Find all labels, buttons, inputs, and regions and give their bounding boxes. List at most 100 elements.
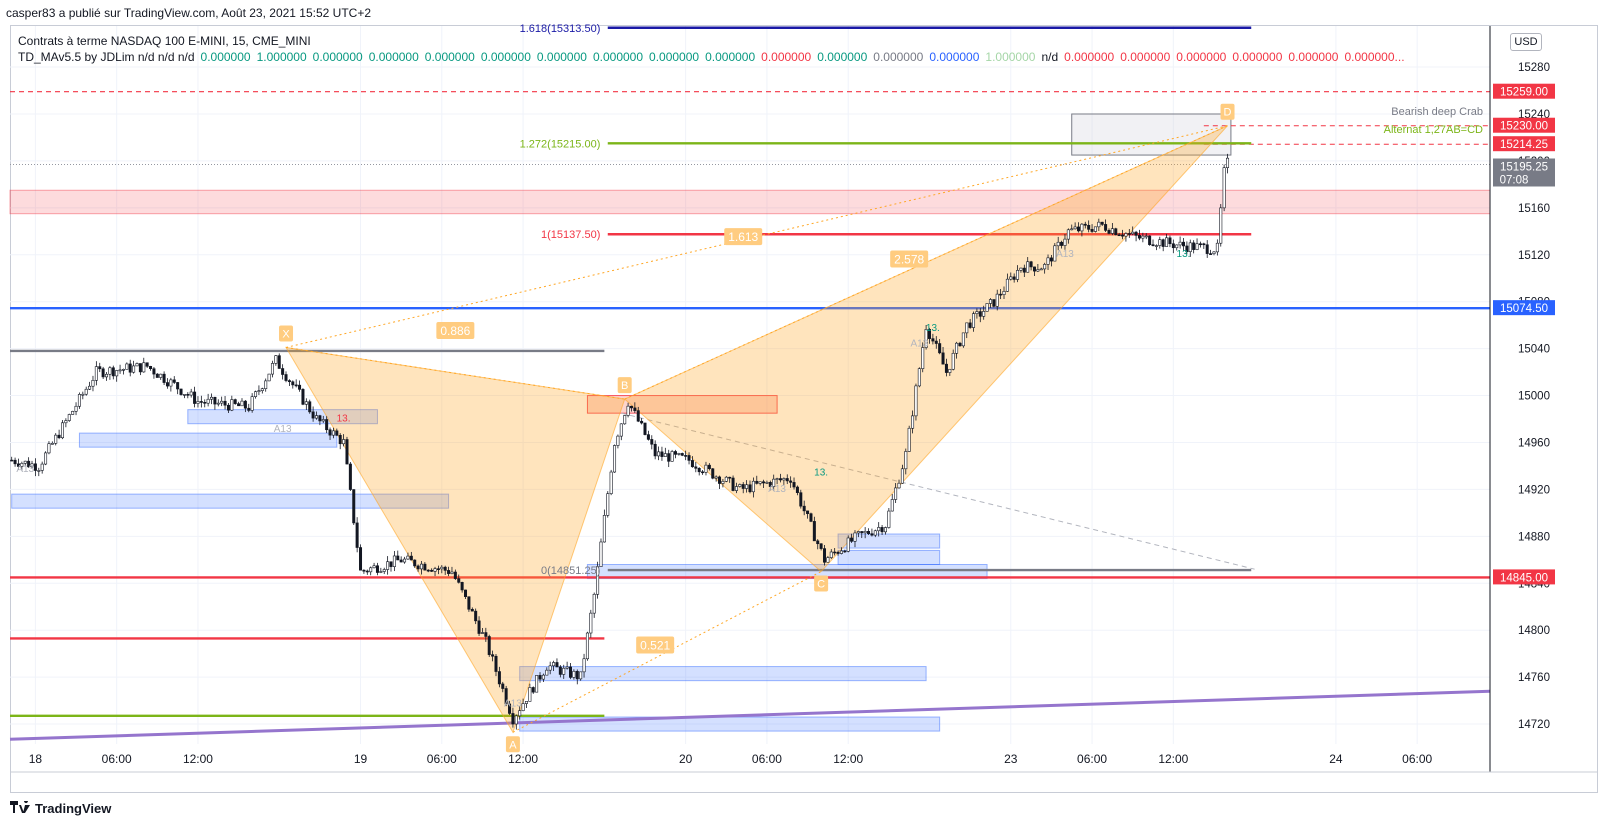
tradingview-footer[interactable]: TradingView	[10, 799, 111, 816]
candle-body	[1134, 231, 1138, 236]
publish-header: casper83 a publié sur TradingView.com, A…	[6, 6, 372, 20]
candle-body	[1046, 257, 1050, 265]
time-tick: 12:00	[833, 752, 863, 766]
indicator-legend[interactable]: TD_MAv5.5 by JDLim n/d n/d n/d 0.000000 1.…	[18, 50, 1417, 64]
candle-body	[392, 555, 396, 567]
candle-body	[121, 369, 125, 371]
candle-body	[707, 464, 711, 470]
indicator-value: 0.000000	[873, 50, 924, 64]
candle-body	[623, 415, 627, 425]
candle-body	[667, 453, 671, 462]
candle-body	[37, 470, 41, 472]
candle-body	[23, 460, 27, 464]
indicator-value: 0.000000	[312, 50, 363, 64]
candle-body	[599, 541, 603, 567]
candle-body	[345, 439, 349, 465]
pattern-label: Bearish deep Crab	[1391, 106, 1483, 118]
candle-body	[1005, 278, 1009, 292]
candle-body	[375, 565, 379, 573]
candle-body	[701, 471, 705, 474]
candle-body	[250, 396, 254, 411]
price-tag-text: 15214.25	[1500, 139, 1548, 151]
candle-body	[789, 480, 793, 483]
candle-body	[704, 464, 708, 473]
candle-body	[1121, 234, 1125, 237]
price-tick: 15040	[1518, 344, 1550, 356]
candle-body	[287, 380, 291, 383]
candle-body	[186, 394, 190, 396]
candle-body	[355, 522, 359, 548]
indicator-value: 0.000000	[649, 50, 700, 64]
fib-label: 1.272(15215.00)	[520, 138, 601, 150]
candle-body	[640, 420, 644, 424]
candle-body	[453, 571, 457, 579]
candle-body	[101, 368, 105, 378]
candle-body	[755, 480, 759, 484]
candle-body	[115, 370, 119, 377]
candle-body	[999, 293, 1003, 296]
price-tick: 15000	[1518, 391, 1550, 403]
indicator-value: 0.000000	[929, 50, 980, 64]
candle-body	[108, 367, 112, 375]
demand-zone	[78, 432, 338, 448]
candle-body	[555, 662, 559, 668]
candle-body	[941, 352, 945, 365]
candle-body	[900, 468, 904, 484]
candle-body	[657, 451, 661, 457]
candle-body	[223, 400, 227, 406]
candle-body	[911, 415, 915, 429]
candle-body	[1168, 237, 1172, 245]
candle-body	[477, 620, 481, 634]
candle-body	[443, 566, 447, 571]
price-tick: 14880	[1518, 531, 1550, 543]
td-label: A13	[768, 484, 786, 495]
candle-body	[914, 385, 918, 417]
candle-body	[1080, 223, 1084, 232]
candle-body	[782, 478, 786, 481]
candle-body	[152, 368, 156, 375]
candle-body	[27, 460, 31, 468]
candle-body	[487, 636, 491, 655]
candle-body	[419, 563, 423, 570]
candle-body	[1219, 207, 1223, 244]
candle-body	[199, 401, 203, 403]
candle-body	[203, 402, 207, 404]
point-marker	[1220, 103, 1235, 120]
candle-body	[64, 420, 68, 424]
candle-body	[863, 531, 867, 534]
symbol-title[interactable]: Contrats à terme NASDAQ 100 E-MINI, 15, …	[18, 34, 311, 48]
candle-body	[1066, 229, 1070, 240]
candle-body	[216, 402, 220, 405]
candle-body	[711, 468, 715, 479]
currency-button[interactable]: USD	[1510, 33, 1542, 51]
trend-line	[9, 689, 1491, 741]
candle-body	[480, 632, 484, 634]
candle-body	[839, 550, 843, 554]
candle-body	[257, 390, 261, 392]
candle-body	[98, 366, 102, 370]
candle-body	[447, 570, 451, 574]
point-marker	[814, 575, 829, 592]
candle-body	[823, 548, 827, 563]
candle-body	[1182, 241, 1186, 247]
indicator-value: 0.000000	[1288, 50, 1339, 64]
candle-body	[734, 486, 738, 491]
candle-body	[972, 313, 976, 328]
candle-body	[325, 419, 329, 431]
candle-body	[785, 478, 789, 482]
candle-body	[629, 405, 633, 409]
fib-label: 1(15137.50)	[541, 229, 600, 241]
candle-body	[514, 715, 518, 725]
candle-body	[1222, 167, 1226, 209]
candle-body	[988, 299, 992, 304]
candle-body	[247, 407, 251, 411]
indicator-value: 0.000000	[200, 50, 251, 64]
indicator-value: n/d	[1041, 50, 1059, 64]
candle-body	[961, 332, 965, 347]
candle-body	[1100, 221, 1104, 225]
candle-body	[504, 688, 508, 705]
candle-body	[646, 434, 650, 440]
ratio-label: 0.521	[640, 638, 670, 652]
price-tick: 14960	[1518, 437, 1550, 449]
